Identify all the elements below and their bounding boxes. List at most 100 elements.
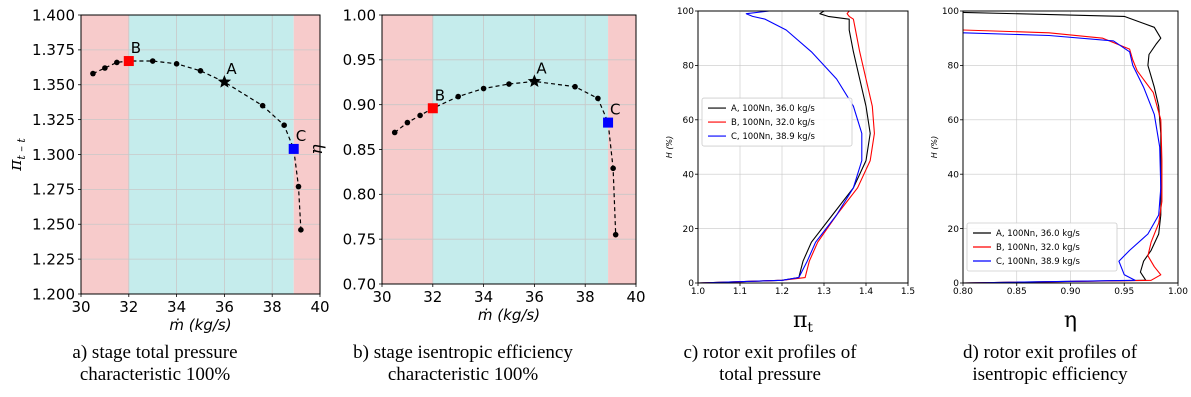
xtick-label-b: 34 — [474, 288, 493, 306]
ylabel-d: H (%) — [930, 136, 939, 158]
data-point-a — [150, 58, 156, 64]
data-point-a — [174, 61, 180, 67]
legend-label-d-2: C, 100Nn, 38.9 kg/s — [996, 257, 1081, 267]
plot-frame-c — [698, 11, 908, 283]
ylabel-subscript-a: t – t — [15, 138, 28, 160]
xtick-label-a: 32 — [119, 298, 138, 316]
ytick-label-b: 0.85 — [343, 141, 376, 159]
caption-b-line-1: b) stage isentropic efficiency — [308, 342, 618, 364]
ytick-label-d: 60 — [948, 116, 960, 126]
marker-label-C-a: C — [296, 127, 306, 145]
data-point-b — [572, 84, 578, 90]
ytick-label-b: 0.70 — [343, 275, 376, 293]
ytick-label-d: 20 — [948, 225, 960, 235]
ytick-label-a: 1.350 — [32, 76, 75, 94]
caption-d-line-1: d) rotor exit profiles of — [915, 342, 1185, 364]
xtick-label-d: 0.90 — [1060, 287, 1080, 297]
xtick-label-b: 40 — [626, 288, 645, 306]
ytick-label-c: 40 — [683, 170, 695, 180]
data-point-a — [90, 71, 96, 77]
chart-panel-b: 30 32 34 36 38 40 0.70 0.75 0.80 0.85 0.90 0.95 1.00… — [307, 6, 646, 324]
caption-c-line-2: total pressure — [640, 364, 900, 386]
data-point-b — [405, 120, 411, 126]
ytick-label-b: 0.95 — [343, 51, 376, 69]
xtick-label-b: 32 — [423, 288, 442, 306]
caption-b: b) stage isentropic efficiency character… — [308, 342, 618, 386]
caption-a-line-2: characteristic 100% — [10, 364, 300, 386]
xlabel-subscript-c: t — [807, 320, 813, 336]
marker-B-a — [124, 56, 134, 66]
data-point-a — [198, 68, 204, 74]
data-point-a — [298, 227, 304, 233]
xtick-label-c: 1.5 — [901, 287, 915, 297]
marker-label-A-a: A — [226, 60, 237, 78]
data-point-b — [610, 166, 616, 172]
ytick-label-b: 0.75 — [343, 230, 376, 248]
caption-a: a) stage total pressure characteristic 1… — [10, 342, 300, 386]
data-point-a — [114, 60, 120, 66]
ytick-label-d: 0 — [953, 279, 959, 289]
ytick-label-b: 1.00 — [343, 6, 376, 24]
series-line-c-0 — [698, 11, 870, 283]
data-point-b — [392, 130, 398, 136]
xlabel-c: πt — [793, 308, 813, 336]
ytick-label-c: 80 — [683, 62, 695, 72]
data-point-b — [595, 96, 601, 102]
caption-a-line-1: a) stage total pressure — [10, 342, 300, 364]
caption-c-line-1: c) rotor exit profiles of — [640, 342, 900, 364]
ytick-label-a: 1.225 — [32, 250, 75, 268]
ytick-label-b: 0.90 — [343, 96, 376, 114]
ytick-label-d: 100 — [942, 7, 959, 17]
ytick-label-c: 60 — [683, 116, 695, 126]
ylabel-b: η — [307, 144, 327, 155]
legend-label-c-0: A, 100Nn, 36.0 kg/s — [731, 104, 815, 114]
legend-d: A, 100Nn, 36.0 kg/s B, 100Nn, 32.0 kg/s C,… — [967, 223, 1117, 271]
marker-label-C-b: C — [610, 101, 620, 119]
ytick-label-a: 1.200 — [32, 285, 75, 303]
xtick-label-c: 1.1 — [733, 287, 747, 297]
legend-label-c-2: C, 100Nn, 38.9 kg/s — [731, 132, 816, 142]
data-point-b — [455, 94, 461, 100]
marker-B-b — [428, 103, 438, 113]
xlabel-a: ṁ (kg/s) — [169, 316, 231, 334]
data-point-a — [102, 65, 108, 71]
ytick-label-c: 100 — [677, 7, 694, 17]
xtick-label-b: 38 — [576, 288, 595, 306]
ytick-label-a: 1.375 — [32, 41, 75, 59]
data-point-b — [481, 86, 487, 92]
ytick-label-a: 1.250 — [32, 216, 75, 234]
legend-label-d-0: A, 100Nn, 36.0 kg/s — [996, 229, 1080, 239]
xtick-label-d: 0.85 — [1007, 287, 1027, 297]
marker-label-B-a: B — [131, 39, 141, 57]
data-point-b — [613, 232, 619, 238]
chart-panel-c: 1.0 1.1 1.2 1.3 1.4 1.5020406080100H (%)πtA, … — [665, 7, 915, 336]
xlabel-b: ṁ (kg/s) — [478, 306, 540, 324]
chart-panel-d: 0.80 0.85 0.90 0.95 1.00 0 20 40 60 80 100 H (%) η A,… — [930, 7, 1188, 333]
ytick-label-d: 80 — [948, 62, 960, 72]
ylabel-a: πt – t — [6, 138, 28, 172]
marker-C-b — [603, 118, 613, 128]
data-point-a — [281, 122, 287, 128]
data-point-a — [296, 184, 302, 190]
ylabel-c: H (%) — [665, 136, 674, 158]
caption-d-line-2: isentropic efficiency — [915, 364, 1185, 386]
caption-c: c) rotor exit profiles of total pressure — [640, 342, 900, 386]
series-line-c-1 — [698, 11, 874, 283]
xtick-label-d: 1.00 — [1168, 287, 1188, 297]
ytick-label-c: 20 — [683, 225, 695, 235]
data-point-b — [506, 81, 512, 87]
xtick-label-b: 36 — [525, 288, 544, 306]
xtick-label-c: 1.3 — [817, 287, 831, 297]
xtick-label-a: 36 — [215, 298, 234, 316]
marker-C-a — [289, 144, 299, 154]
xtick-label-c: 1.2 — [775, 287, 789, 297]
xlabel-d: η — [1064, 308, 1077, 333]
chart-panel-a: 30 32 34 36 38 40 1.200 1.225 1.250 1.275 1.300 1.3… — [6, 6, 330, 334]
data-point-b — [417, 113, 423, 119]
xtick-label-a: 40 — [310, 298, 329, 316]
ytick-label-b: 0.80 — [343, 186, 376, 204]
ytick-label-a: 1.275 — [32, 181, 75, 199]
xtick-label-c: 1.4 — [859, 287, 874, 297]
xtick-label-a: 34 — [167, 298, 186, 316]
